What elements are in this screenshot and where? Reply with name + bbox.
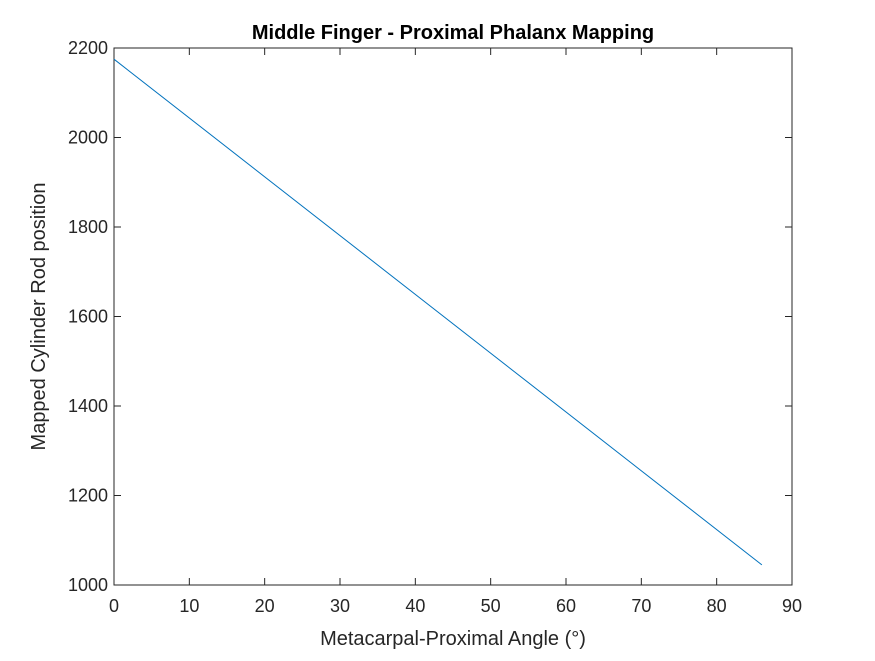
x-tick-label: 20 — [255, 596, 275, 616]
x-tick-label: 70 — [631, 596, 651, 616]
x-tick-label: 30 — [330, 596, 350, 616]
x-tick-label: 90 — [782, 596, 802, 616]
x-tick-label: 80 — [707, 596, 727, 616]
x-tick-label: 60 — [556, 596, 576, 616]
ticks-layer: 0 10 20 30 40 50 60 70 80 90 1000 1200 1400 1600 1800 2… — [68, 38, 802, 616]
x-tick-label: 50 — [481, 596, 501, 616]
y-tick-label: 2000 — [68, 128, 108, 148]
x-tick-label: 10 — [179, 596, 199, 616]
y-tick-label: 1800 — [68, 217, 108, 237]
x-tick-label: 0 — [109, 596, 119, 616]
y-tick-label: 2200 — [68, 38, 108, 58]
x-tick-label: 40 — [405, 596, 425, 616]
y-tick-label: 1200 — [68, 486, 108, 506]
x-axis-label: Metacarpal-Proximal Angle (°) — [320, 628, 586, 650]
y-tick-label: 1400 — [68, 396, 108, 416]
chart-title: Middle Finger - Proximal Phalanx Mapping — [252, 22, 654, 44]
y-tick-label: 1600 — [68, 307, 108, 327]
series-layer — [113, 58, 763, 566]
y-axis-label: Mapped Cylinder Rod position — [28, 183, 50, 451]
plot-area — [113, 47, 793, 586]
y-tick-label: 1000 — [68, 575, 108, 595]
series-line — [113, 58, 763, 566]
